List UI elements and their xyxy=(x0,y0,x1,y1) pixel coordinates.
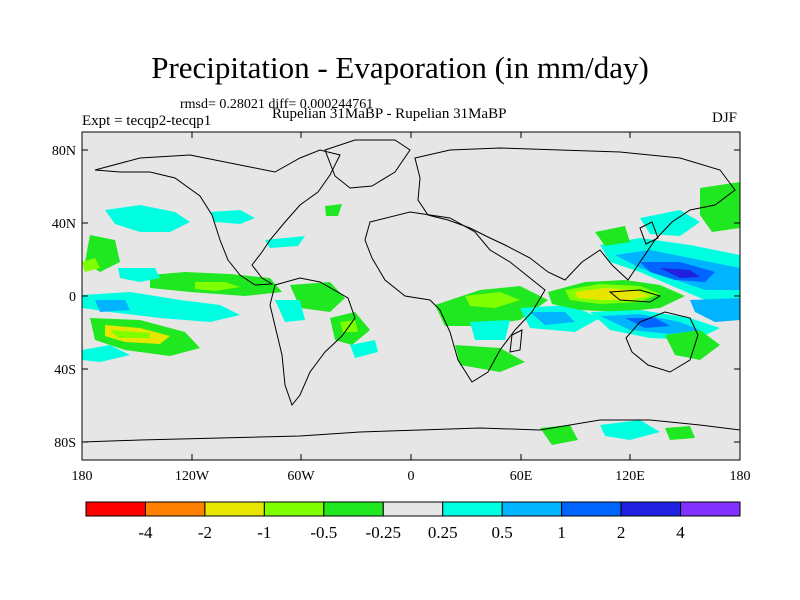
lat-tick-label: 40N xyxy=(52,217,76,232)
cases-label: Rupelian 31MaBP - Rupelian 31MaBP xyxy=(272,106,507,122)
colorbar-label: -0.5 xyxy=(310,523,337,542)
colorbar-box xyxy=(85,501,146,517)
lon-tick-label: 180 xyxy=(730,469,751,484)
map-title: Precipitation - Evaporation (in mm/day) xyxy=(151,50,649,85)
patch-japan-green xyxy=(595,226,630,246)
season-label: DJF xyxy=(712,110,738,126)
patch-epac-cyan xyxy=(82,292,240,322)
coast-indonesia xyxy=(608,289,662,303)
patch-so-cyan xyxy=(600,420,660,440)
patch-satl-cyan xyxy=(350,340,378,358)
lon-tick-label: 60W xyxy=(287,469,315,484)
patch-aus-green xyxy=(665,330,720,360)
lon-tick-label: 60E xyxy=(510,469,533,484)
patch-carib-green xyxy=(265,236,305,248)
experiment-label: Expt = tecqp2-tecqp1 xyxy=(82,113,212,129)
patch-spac-cyan xyxy=(82,345,130,362)
colorbar-label: -1 xyxy=(257,523,271,542)
coast-antarctica xyxy=(81,419,741,443)
lat-tick-label: 0 xyxy=(69,290,76,305)
colorbar-label: -2 xyxy=(198,523,212,542)
colorbar-box xyxy=(323,501,384,517)
lat-tick-label: 80S xyxy=(54,436,76,451)
coast-africa xyxy=(364,211,546,383)
patch-afr-lime xyxy=(465,292,520,308)
colorbar-box xyxy=(382,501,444,517)
lon-axis xyxy=(81,132,741,460)
coast-eurasia xyxy=(414,147,736,281)
patch-io-blue xyxy=(530,312,575,325)
colorbar-box xyxy=(620,501,682,517)
colorbar-box xyxy=(501,501,563,517)
patch-wpac-green-east xyxy=(690,298,740,322)
colorbar-label: 0.25 xyxy=(428,523,458,542)
colorbar-box xyxy=(442,501,503,517)
colorbar-label: -0.25 xyxy=(366,523,401,542)
patch-samer-green xyxy=(290,282,345,312)
patch-npac-cyan xyxy=(105,205,190,232)
stats-text: rmsd= 0.28021 diff= 0.000244761 xyxy=(180,97,374,112)
colorbar-box xyxy=(144,501,206,517)
colorbar-box xyxy=(263,501,325,517)
colorbar-label: 4 xyxy=(676,523,685,542)
patch-samer-cyan xyxy=(275,300,305,322)
patch-itcz-cyan xyxy=(118,268,160,282)
coast-south-america xyxy=(269,277,356,407)
patch-so-green-2 xyxy=(665,426,695,440)
colorbar-box xyxy=(561,501,622,517)
coast-madagascar xyxy=(509,329,523,353)
patch-mc-darkblue xyxy=(625,318,670,328)
colorbar-label: -4 xyxy=(138,523,153,542)
lon-tick-label: 120W xyxy=(175,469,210,484)
anomaly-patches xyxy=(82,182,740,445)
patch-spcz-lime xyxy=(110,330,150,338)
patch-carib-green-2 xyxy=(325,204,342,216)
colorbar-box xyxy=(680,501,741,517)
lat-axis xyxy=(82,149,740,443)
patch-afr-cyan xyxy=(470,320,510,340)
colorbar-label: 0.5 xyxy=(492,523,513,542)
lon-tick-label: 120E xyxy=(615,469,645,484)
colorbar xyxy=(85,501,741,517)
lon-tick-label: 180 xyxy=(72,469,93,484)
patch-safr-green xyxy=(455,345,525,372)
patch-itcz-lime xyxy=(195,282,240,291)
lon-tick-label: 0 xyxy=(408,469,415,484)
lat-tick-label: 80N xyxy=(52,144,76,159)
colorbar-label: 2 xyxy=(617,523,626,542)
colorbar-box xyxy=(204,501,265,517)
coast-north-america xyxy=(94,149,341,286)
colorbar-label: 1 xyxy=(557,523,566,542)
patch-nwpac-green xyxy=(700,182,740,232)
patch-npac-green-b xyxy=(82,258,100,272)
patch-npac-cyan-2 xyxy=(210,210,255,224)
coast-australia xyxy=(625,311,699,373)
coast-greenland xyxy=(324,139,411,189)
coastlines xyxy=(81,139,741,443)
patch-epac-blue xyxy=(95,300,130,312)
patch-wpacn-deep xyxy=(660,268,700,278)
patch-so-green xyxy=(540,425,578,445)
coast-japan xyxy=(639,221,659,245)
lat-tick-label: 40S xyxy=(54,363,76,378)
